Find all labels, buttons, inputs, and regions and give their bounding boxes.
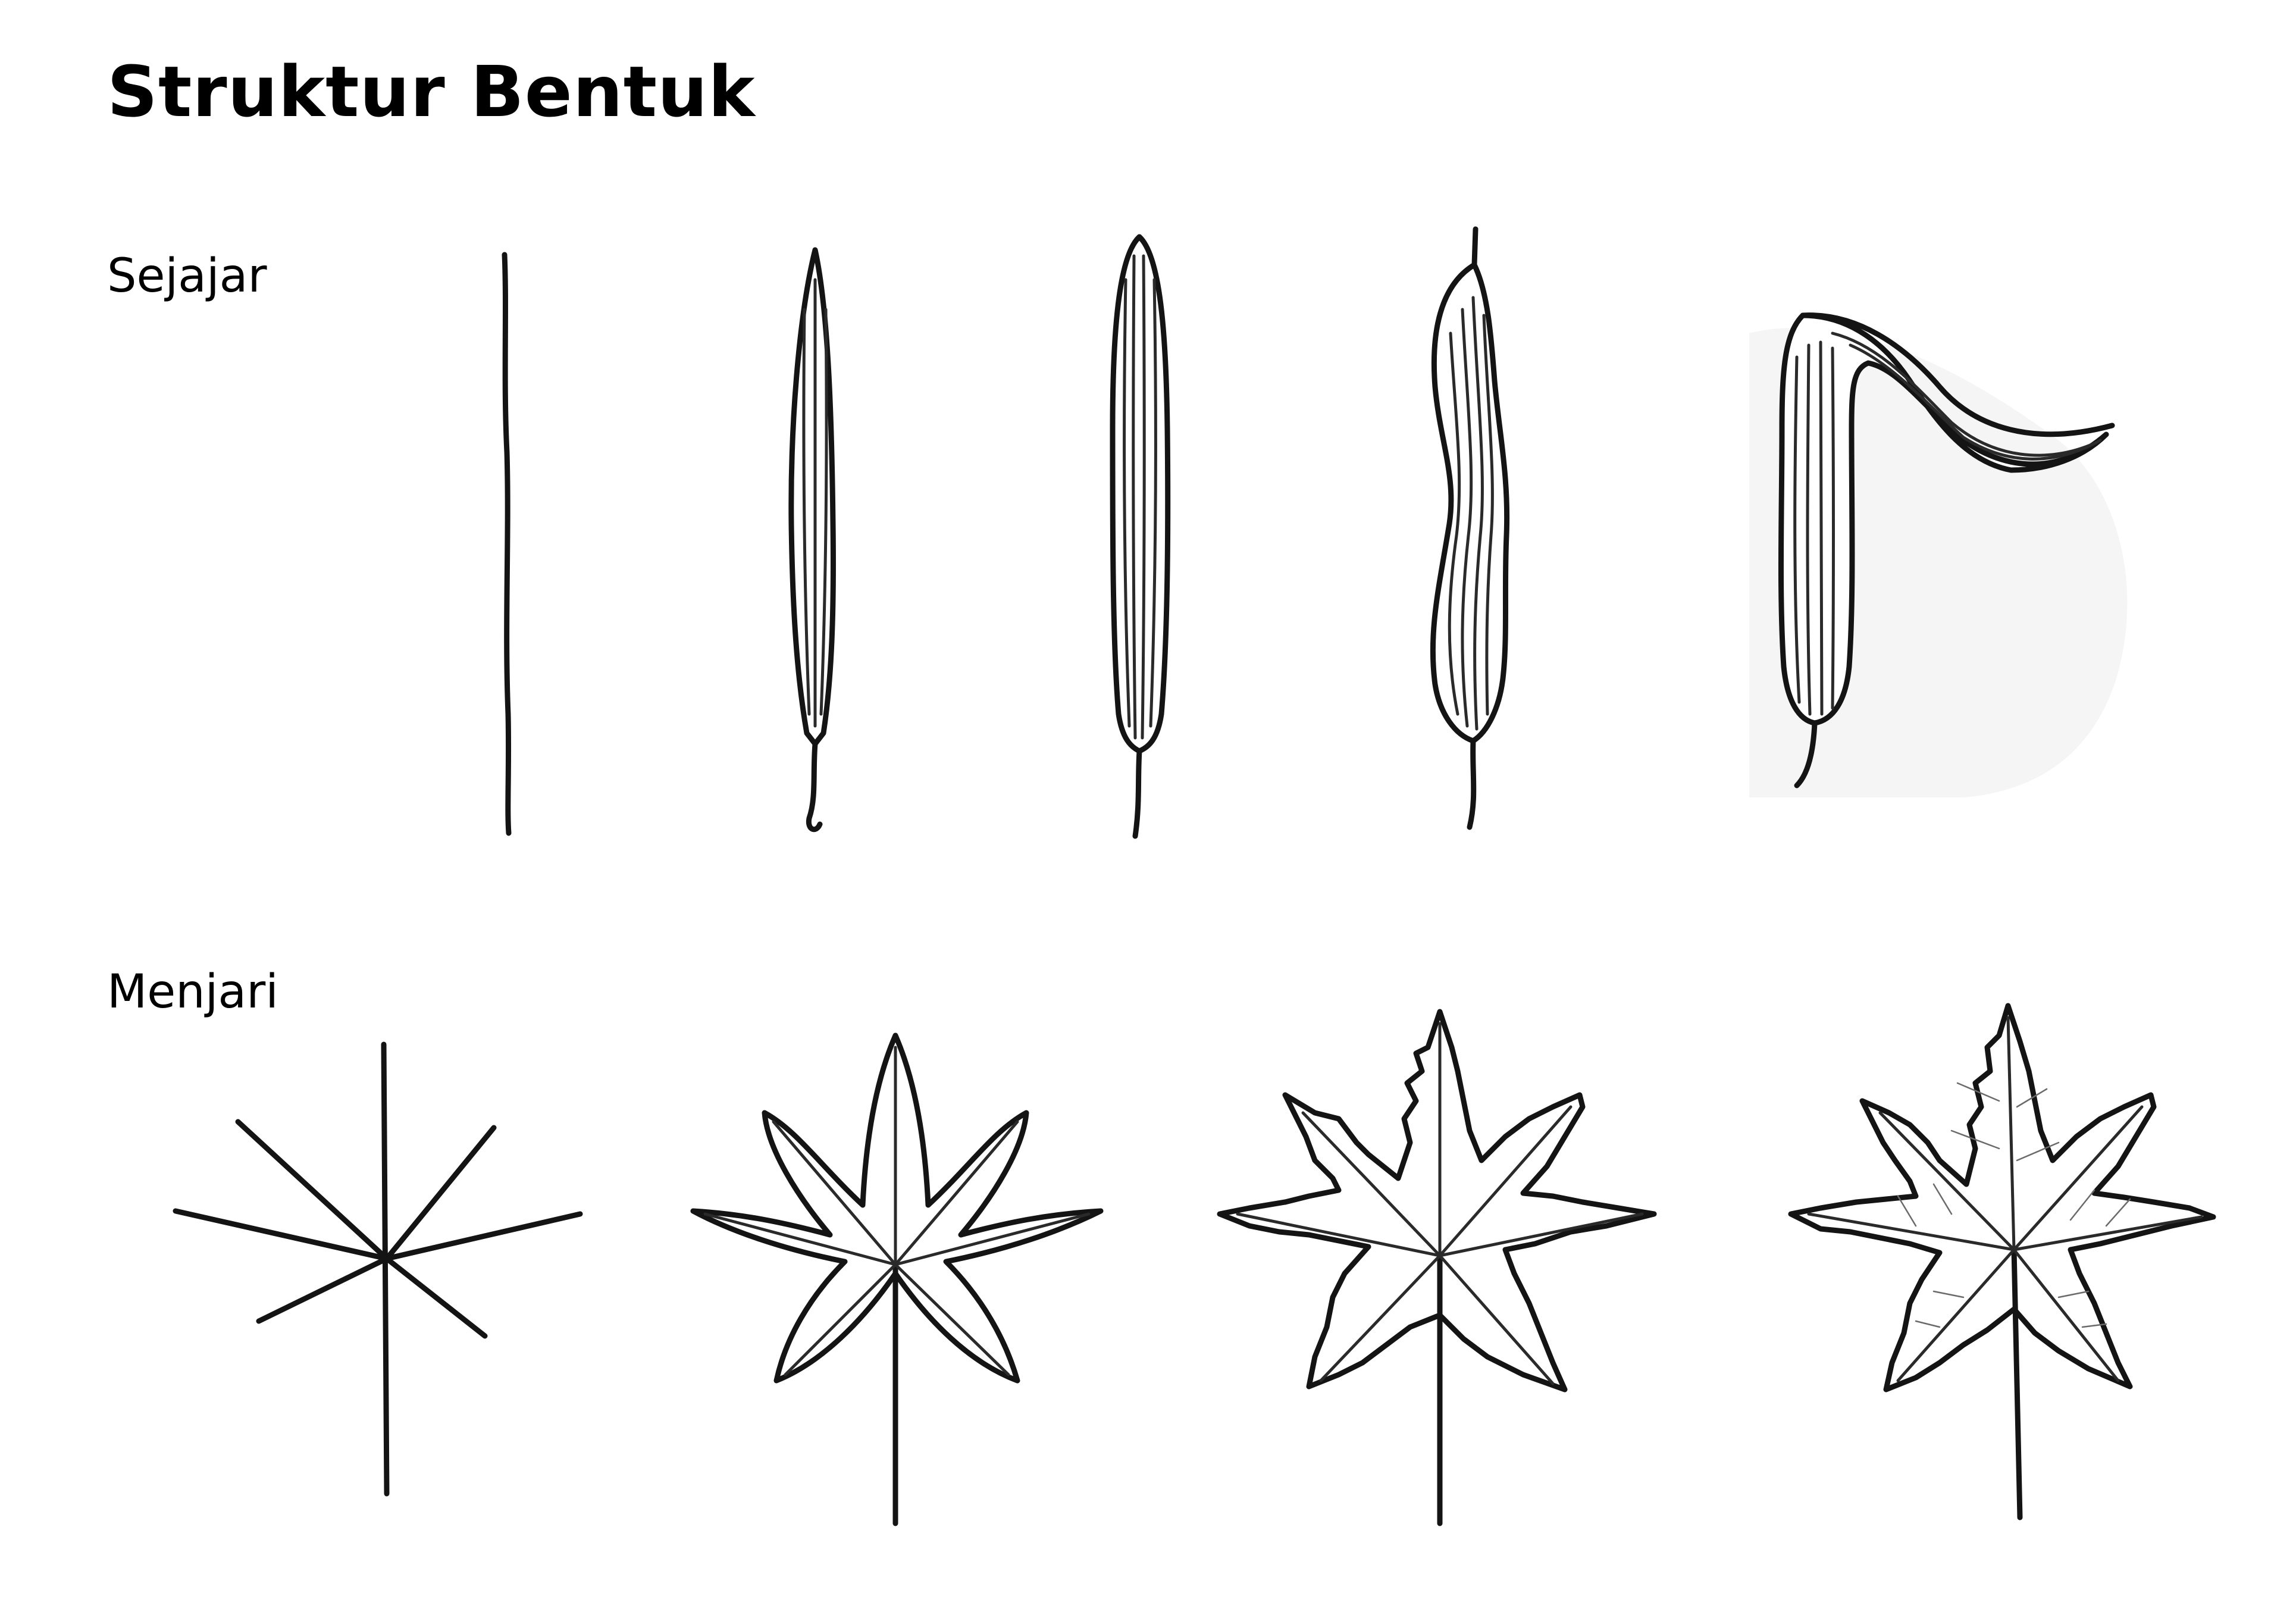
parallel-stage-1	[502, 252, 512, 836]
palmate-stage-3	[1217, 1009, 1657, 1526]
section-label-parallel: Sejajar	[107, 249, 267, 303]
page-title: Struktur Bentuk	[107, 51, 756, 133]
palmate-stage-4	[1788, 1003, 2216, 1520]
parallel-stage-4	[1430, 226, 1510, 830]
palmate-stage-2	[690, 1032, 1104, 1526]
parallel-stage-2	[788, 247, 836, 833]
section-label-palmate: Menjari	[107, 965, 278, 1019]
palmate-stage-1	[173, 1041, 583, 1497]
parallel-stage-3	[1110, 234, 1171, 839]
parallel-stage-5	[1749, 312, 2128, 797]
